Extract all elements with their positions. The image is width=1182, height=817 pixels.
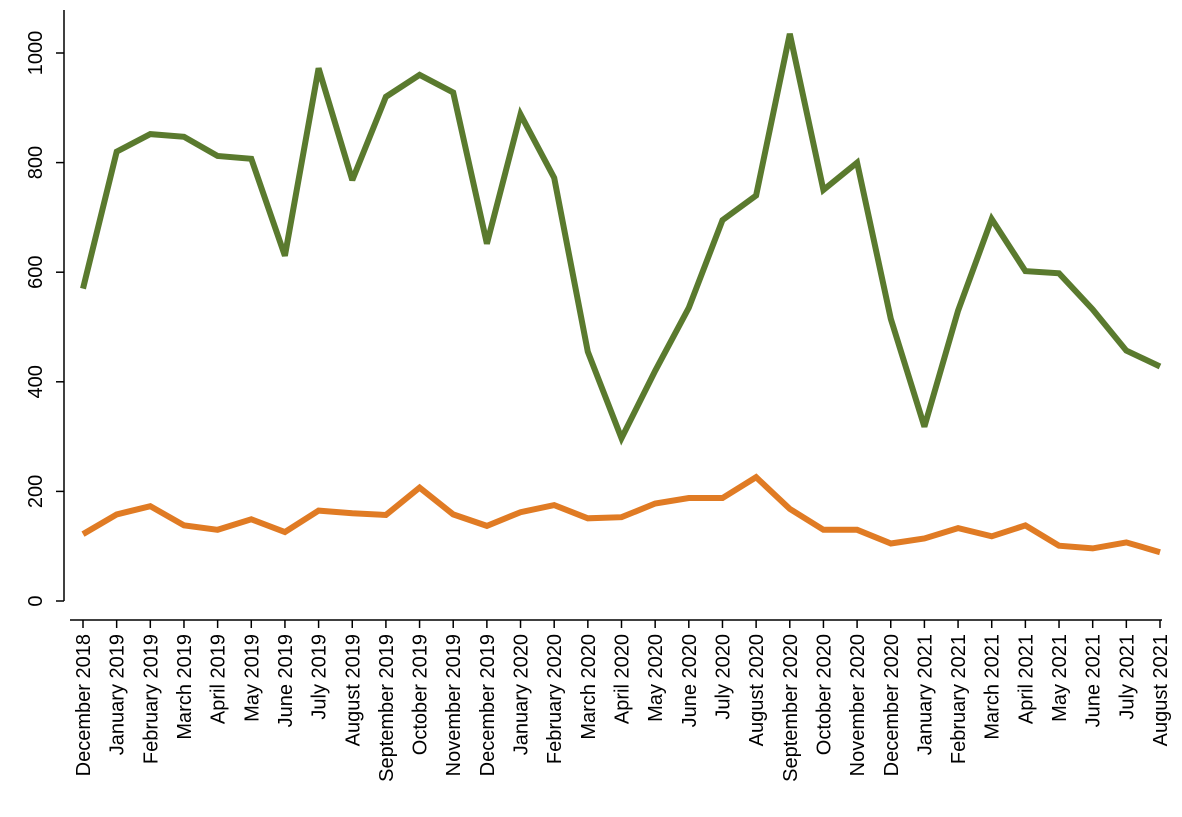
x-tick-label: January 2019	[107, 634, 129, 755]
y-tick-label: 400	[25, 365, 47, 398]
x-tick-label: April 2021	[1015, 634, 1037, 724]
series-line-1	[80, 33, 1162, 446]
y-tick-label: 200	[25, 475, 47, 508]
x-tick-label: October 2019	[410, 634, 432, 755]
x-tick-label: March 2020	[578, 634, 600, 740]
x-tick-label: January 2021	[914, 634, 936, 755]
x-tick-label: June 2019	[275, 634, 297, 727]
y-tick-label: 600	[25, 256, 47, 289]
series-layer	[80, 33, 1162, 556]
x-tick-label: December 2020	[881, 634, 903, 776]
x-tick-label: November 2019	[443, 634, 465, 776]
y-tick-label: 0	[25, 595, 47, 606]
x-tick-label: February 2021	[948, 634, 970, 764]
x-tick-label: May 2019	[241, 634, 263, 722]
x-tick-label: July 2021	[1116, 634, 1138, 720]
x-tick-label: May 2021	[1049, 634, 1071, 722]
x-tick-label: December 2019	[477, 634, 499, 776]
x-tick-label: February 2019	[140, 634, 162, 764]
x-tick-label: June 2021	[1083, 634, 1105, 727]
x-tick-label: September 2019	[376, 634, 398, 782]
x-tick-label: July 2019	[309, 634, 331, 720]
x-tick-label: July 2020	[712, 634, 734, 720]
x-tick-label: January 2020	[511, 634, 533, 755]
x-tick-label: April 2020	[612, 634, 634, 724]
x-tick-label: August 2021	[1150, 634, 1172, 746]
x-tick-label: November 2020	[847, 634, 869, 776]
y-ticks: 0 200 400 600 800 1000	[25, 31, 64, 607]
x-tick-label: August 2019	[342, 634, 364, 746]
x-ticks: December 2018 January 2019 February 2019 Ma…	[73, 620, 1172, 782]
x-tick-label: February 2020	[544, 634, 566, 764]
x-tick-label: August 2020	[746, 634, 768, 746]
x-tick-label: March 2019	[174, 634, 196, 740]
x-tick-label: March 2021	[982, 634, 1004, 740]
x-tick-label: December 2018	[73, 634, 95, 776]
x-tick-label: June 2020	[679, 634, 701, 727]
series-line-2	[81, 473, 1161, 556]
x-tick-label: April 2019	[208, 634, 230, 724]
x-tick-label: May 2020	[645, 634, 667, 722]
y-tick-label: 1000	[25, 31, 47, 76]
y-tick-label: 800	[25, 146, 47, 179]
x-tick-label: September 2020	[780, 634, 802, 782]
x-tick-label: October 2020	[813, 634, 835, 755]
